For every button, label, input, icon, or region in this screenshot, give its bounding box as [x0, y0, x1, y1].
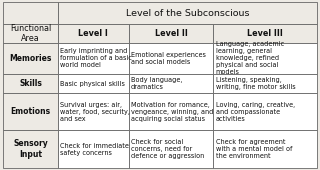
- Bar: [58, 93, 129, 130]
- Bar: [3, 93, 58, 130]
- Bar: [129, 24, 213, 43]
- Text: Emotions: Emotions: [11, 107, 51, 116]
- Bar: [58, 130, 129, 168]
- Bar: [3, 130, 58, 168]
- Text: Sensory
Input: Sensory Input: [13, 139, 48, 159]
- Text: Early imprinting and
formulation of a basic
world model: Early imprinting and formulation of a ba…: [60, 48, 132, 68]
- Bar: [129, 130, 213, 168]
- Text: Survival urges: air,
water, food, security,
and sex: Survival urges: air, water, food, securi…: [60, 102, 130, 122]
- Bar: [213, 24, 317, 43]
- Bar: [213, 130, 317, 168]
- Text: Check for immediate
safety concerns: Check for immediate safety concerns: [60, 143, 129, 156]
- Text: Level of the Subconscious: Level of the Subconscious: [126, 8, 249, 18]
- Text: Motivation for romance,
vengeance, winning, and
acquiring social status: Motivation for romance, vengeance, winni…: [131, 102, 213, 122]
- Bar: [58, 43, 129, 74]
- Text: Emotional experiences
and social models: Emotional experiences and social models: [131, 52, 206, 65]
- Bar: [3, 43, 58, 74]
- Text: Check for agreement
with a mental model of
the environment: Check for agreement with a mental model …: [216, 139, 292, 159]
- Text: Level III: Level III: [247, 29, 283, 38]
- Text: Language, academic
learning, general
knowledge, refined
physical and social
mode: Language, academic learning, general kno…: [216, 41, 284, 75]
- Bar: [213, 74, 317, 93]
- Bar: [3, 74, 58, 93]
- Bar: [58, 2, 317, 24]
- Bar: [58, 24, 129, 43]
- Text: Level II: Level II: [155, 29, 188, 38]
- Text: Check for social
concerns, need for
defence or aggression: Check for social concerns, need for defe…: [131, 139, 204, 159]
- Text: Basic physical skills: Basic physical skills: [60, 81, 125, 87]
- Bar: [213, 43, 317, 74]
- Text: Level I: Level I: [78, 29, 108, 38]
- Text: Body language,
dramatics: Body language, dramatics: [131, 77, 182, 90]
- Bar: [129, 93, 213, 130]
- Text: Loving, caring, creative,
and compassionate
activities: Loving, caring, creative, and compassion…: [216, 102, 295, 122]
- Bar: [129, 74, 213, 93]
- Text: Memories: Memories: [10, 54, 52, 63]
- Bar: [58, 74, 129, 93]
- Text: Skills: Skills: [19, 79, 42, 88]
- Bar: [213, 93, 317, 130]
- Text: Listening, speaking,
writing, fine motor skills: Listening, speaking, writing, fine motor…: [216, 77, 295, 90]
- Bar: [3, 2, 58, 24]
- Bar: [3, 24, 58, 43]
- Bar: [129, 43, 213, 74]
- Text: Functional
Area: Functional Area: [10, 24, 51, 44]
